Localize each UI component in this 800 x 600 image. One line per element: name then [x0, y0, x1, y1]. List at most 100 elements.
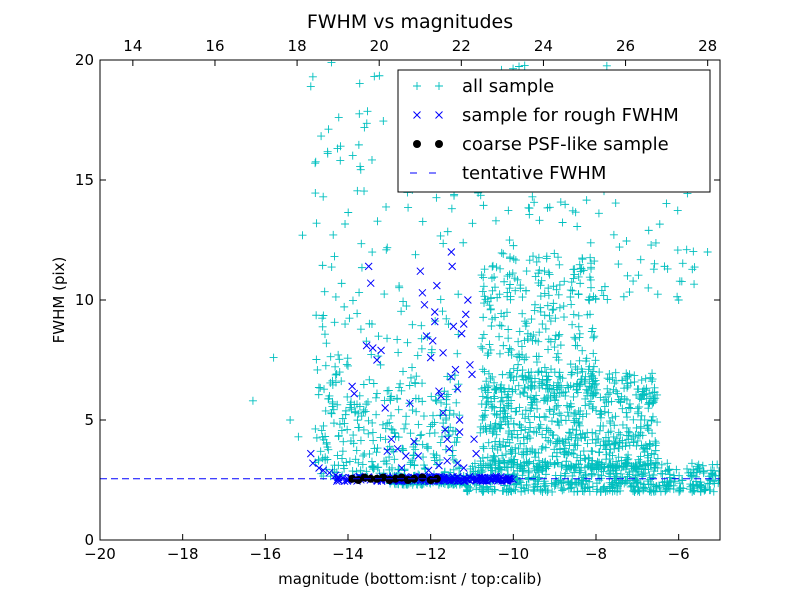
- all-sample-point: [498, 486, 507, 495]
- all-sample-point: [408, 320, 417, 329]
- all-sample-point: [340, 464, 349, 473]
- top-x-tick-label: 18: [288, 37, 307, 55]
- all-sample-point: [372, 393, 381, 402]
- all-sample-point: [507, 414, 516, 423]
- all-sample-point: [342, 458, 351, 467]
- all-sample-point: [527, 400, 536, 409]
- all-sample-point: [625, 428, 634, 437]
- rough-sample-point: [457, 329, 466, 338]
- all-sample-point: [416, 431, 425, 440]
- all-sample-point: [684, 468, 693, 477]
- all-sample-point: [306, 82, 315, 91]
- all-sample-point: [595, 448, 604, 457]
- all-sample-point: [694, 460, 703, 469]
- all-sample-point: [478, 287, 487, 296]
- rough-sample-point: [306, 449, 315, 458]
- all-sample-point: [499, 249, 508, 258]
- all-sample-point: [523, 392, 532, 401]
- all-sample-point: [463, 487, 472, 496]
- all-sample-point: [338, 447, 347, 456]
- all-sample-point: [664, 465, 673, 474]
- all-sample-point: [582, 354, 591, 363]
- all-sample-point: [508, 387, 517, 396]
- all-sample-point: [498, 396, 507, 405]
- all-sample-point: [591, 356, 600, 365]
- all-sample-point: [341, 219, 350, 228]
- rough-sample-point: [319, 466, 328, 475]
- all-sample-point: [511, 286, 520, 295]
- all-sample-point: [585, 273, 594, 282]
- all-sample-point: [589, 349, 598, 358]
- all-sample-point: [559, 485, 568, 494]
- all-sample-point: [397, 307, 406, 316]
- legend-marker: [413, 140, 421, 148]
- all-sample-point: [528, 192, 537, 201]
- rough-sample-point: [449, 322, 458, 331]
- all-sample-point: [623, 459, 632, 468]
- all-sample-point: [367, 350, 376, 359]
- all-sample-point: [480, 299, 489, 308]
- all-sample-point: [495, 321, 504, 330]
- all-sample-point: [442, 392, 451, 401]
- all-sample-point: [452, 398, 461, 407]
- all-sample-point: [511, 443, 520, 452]
- all-sample-point: [485, 424, 494, 433]
- all-sample-point: [590, 332, 599, 341]
- x-tick-label: −8: [585, 545, 607, 563]
- all-sample-point: [477, 400, 486, 409]
- rough-sample-point: [315, 464, 323, 472]
- all-sample-point: [439, 239, 448, 248]
- all-sample-point: [319, 435, 328, 444]
- all-sample-point: [655, 220, 664, 229]
- all-sample-point: [408, 363, 417, 372]
- all-sample-point: [488, 261, 497, 270]
- all-sample-point: [534, 253, 543, 262]
- all-sample-point: [372, 448, 381, 457]
- all-sample-point: [611, 368, 620, 377]
- all-sample-point: [524, 458, 533, 467]
- all-sample-point: [640, 390, 649, 399]
- all-sample-point: [587, 283, 596, 292]
- all-sample-point: [394, 465, 403, 474]
- all-sample-point: [580, 454, 589, 463]
- all-sample-point: [577, 481, 586, 490]
- all-sample-point: [647, 241, 656, 250]
- all-sample-point: [576, 406, 585, 415]
- all-sample-point: [524, 428, 533, 437]
- all-sample-point: [528, 381, 537, 390]
- all-sample-point: [541, 324, 550, 333]
- all-sample-point: [490, 394, 499, 403]
- all-sample-point: [485, 301, 494, 310]
- all-sample-point: [540, 311, 549, 320]
- all-sample-point: [550, 343, 559, 352]
- top-x-tick-label: 22: [452, 37, 471, 55]
- all-sample-point: [399, 367, 408, 376]
- all-sample-point: [566, 381, 575, 390]
- all-sample-point: [631, 475, 640, 484]
- all-sample-point: [665, 465, 674, 474]
- all-sample-point: [606, 427, 615, 436]
- all-sample-point: [538, 442, 547, 451]
- all-sample-point: [325, 391, 334, 400]
- all-sample-point: [593, 457, 602, 466]
- all-sample-point: [553, 459, 562, 468]
- all-sample-point: [523, 435, 532, 444]
- all-sample-point: [369, 465, 378, 474]
- all-sample-point: [431, 396, 440, 405]
- all-sample-point: [588, 391, 597, 400]
- all-sample-point: [573, 341, 582, 350]
- all-sample-point: [517, 487, 526, 496]
- all-sample-point: [331, 362, 340, 371]
- all-sample-point: [588, 456, 597, 465]
- all-sample-point: [698, 461, 707, 470]
- all-sample-point: [482, 377, 491, 386]
- y-tick-label: 0: [84, 531, 94, 549]
- all-sample-point: [675, 479, 684, 488]
- all-sample-point: [536, 292, 545, 301]
- all-sample-point: [468, 462, 477, 471]
- all-sample-point: [588, 435, 597, 444]
- all-sample-point: [644, 480, 653, 489]
- all-sample-point: [527, 368, 536, 377]
- chart-title: FWHM vs magnitudes: [307, 11, 513, 33]
- all-sample-point: [370, 72, 379, 81]
